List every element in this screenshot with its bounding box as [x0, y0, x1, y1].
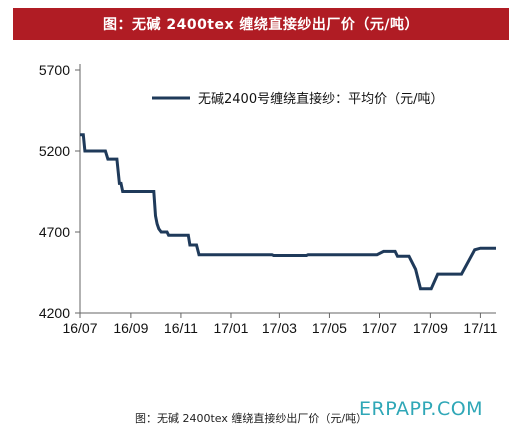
- y-tick-label: 5200: [39, 143, 70, 159]
- x-tick-label: 17/01: [213, 320, 248, 336]
- y-tick-label: 4200: [39, 305, 70, 321]
- x-tick-label: 16/09: [113, 320, 148, 336]
- x-tick-label: 17/05: [312, 320, 347, 336]
- watermark: ERPAPP.COM: [359, 398, 484, 420]
- x-tick-label: 17/09: [413, 320, 448, 336]
- chart-title-bar: 图：无碱 2400tex 缠绕直接纱出厂价（元/吨）: [13, 8, 509, 40]
- legend-label: 无碱2400号缠绕直接纱：平均价（元/吨）: [198, 91, 443, 107]
- figure-caption: 图：无碱 2400tex 缠绕直接纱出厂价（元/吨）: [135, 412, 368, 425]
- x-tick-label: 17/11: [463, 320, 497, 336]
- y-tick-label: 5700: [39, 62, 70, 78]
- series-line: [80, 133, 496, 291]
- x-tick-label: 17/07: [362, 320, 397, 336]
- chart-title: 图：无碱 2400tex 缠绕直接纱出厂价（元/吨）: [102, 17, 420, 33]
- x-tick-label: 17/03: [262, 320, 297, 336]
- line-chart: 4200 4700 5200 5700 16/07 16/09 16/11 17/01 17/0…: [39, 62, 498, 336]
- x-tick-label: 16/11: [164, 320, 198, 336]
- y-tick-label: 4700: [39, 224, 70, 240]
- x-tick-label: 16/07: [62, 320, 97, 336]
